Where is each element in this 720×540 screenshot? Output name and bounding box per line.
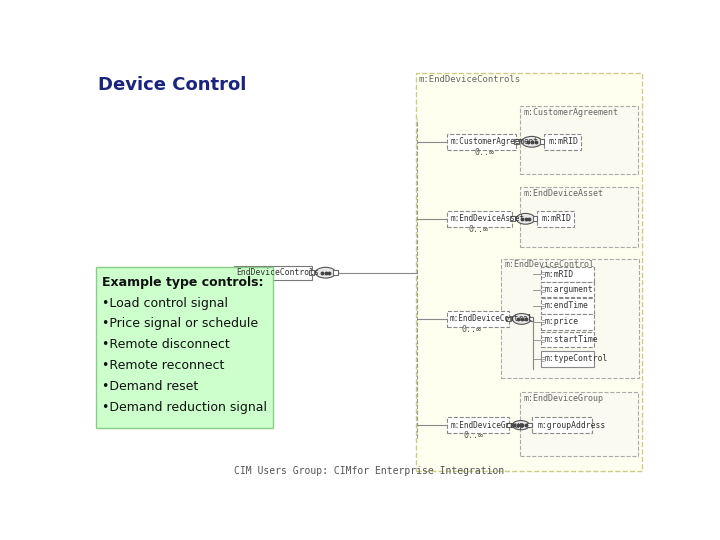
Bar (541, 332, 594, 347)
Text: m:startTime: m:startTime (545, 335, 598, 344)
Bar (520, 187, 638, 247)
Text: •Demand reduction signal: •Demand reduction signal (102, 401, 267, 414)
Ellipse shape (522, 137, 542, 147)
Text: m:typeControl: m:typeControl (545, 354, 608, 363)
Bar (539, 139, 544, 144)
Text: EndDeviceControls: EndDeviceControls (236, 268, 320, 277)
Ellipse shape (513, 421, 529, 430)
Bar (500, 259, 639, 378)
Text: m:price: m:price (545, 318, 579, 327)
Bar (514, 139, 518, 144)
Bar (96, 267, 273, 428)
Ellipse shape (513, 314, 531, 325)
Text: CIM Users Group: CIMfor Enterprise Integration: CIM Users Group: CIMfor Enterprise Integ… (234, 466, 504, 476)
Text: Device Control: Device Control (98, 76, 246, 94)
Bar (541, 351, 594, 367)
Text: 0..∞: 0..∞ (462, 325, 482, 334)
Bar (333, 271, 338, 275)
Bar (415, 72, 642, 471)
Text: m:EndDeviceControls: m:EndDeviceControls (418, 75, 521, 84)
Bar (533, 217, 537, 221)
Bar (520, 106, 638, 174)
Bar (446, 134, 516, 150)
Text: 0..∞: 0..∞ (468, 225, 488, 234)
Text: m:EndDeviceGroup: m:EndDeviceGroup (451, 421, 524, 430)
Text: m:CustomerAgreement: m:CustomerAgreement (524, 108, 619, 117)
Text: m:mRID: m:mRID (548, 137, 578, 146)
Text: m:mRID: m:mRID (545, 270, 574, 279)
Text: m:CustomerAgreement: m:CustomerAgreement (451, 137, 539, 146)
Bar (506, 423, 510, 428)
Bar (541, 267, 594, 282)
Bar (537, 211, 575, 226)
Bar (510, 217, 515, 221)
Ellipse shape (516, 213, 535, 224)
Text: •Remote disconnect: •Remote disconnect (102, 338, 230, 351)
Bar (528, 316, 534, 321)
Text: 0..∞: 0..∞ (474, 148, 495, 157)
Text: m:groupAddress: m:groupAddress (537, 421, 606, 430)
Bar (446, 311, 508, 327)
Text: m:EndDeviceControl: m:EndDeviceControl (449, 314, 533, 323)
Text: m:EndDeviceAsset: m:EndDeviceAsset (451, 214, 524, 224)
Bar (541, 282, 594, 298)
Text: •Demand reset: •Demand reset (102, 380, 199, 393)
Bar (506, 316, 510, 321)
Bar (446, 211, 513, 226)
Text: m:endTime: m:endTime (545, 301, 589, 310)
Bar (310, 271, 314, 275)
Text: •Price signal or schedule: •Price signal or schedule (102, 318, 258, 330)
Bar (527, 423, 532, 428)
Text: m:mRID: m:mRID (541, 214, 571, 224)
Bar (541, 298, 594, 314)
Bar (532, 417, 593, 433)
Ellipse shape (315, 267, 336, 278)
Text: •Remote reconnect: •Remote reconnect (102, 359, 225, 372)
Text: m:EndDeviceGroup: m:EndDeviceGroup (524, 394, 604, 403)
Text: m:EndDeviceAsset: m:EndDeviceAsset (524, 189, 604, 198)
Bar (234, 266, 312, 280)
Text: 0..∞: 0..∞ (464, 431, 484, 440)
Text: m:argument: m:argument (545, 285, 594, 294)
Bar (446, 417, 508, 433)
Text: •Load control signal: •Load control signal (102, 296, 228, 309)
Bar (544, 134, 581, 150)
Bar (520, 392, 638, 456)
Text: m:EndDeviceControl: m:EndDeviceControl (505, 260, 595, 269)
Bar (541, 314, 594, 330)
Text: Example type controls:: Example type controls: (102, 276, 264, 289)
